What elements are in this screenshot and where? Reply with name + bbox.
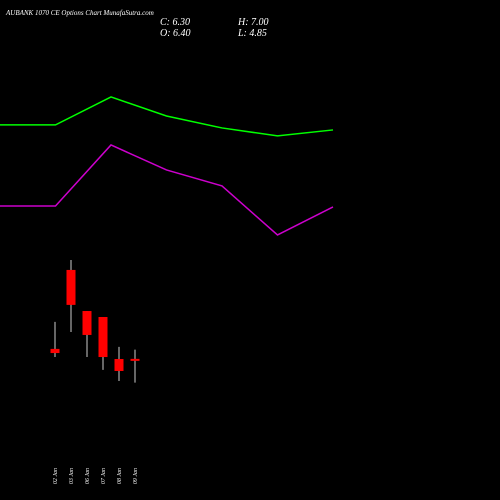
indicator-line	[0, 96, 334, 137]
info-low: L: 4.85	[237, 28, 267, 39]
candle-body	[130, 358, 140, 361]
info-high: H: 7.00	[237, 17, 269, 28]
candle-body	[82, 311, 92, 335]
x-tick-label: 08 Jan	[117, 468, 123, 484]
chart-title: AUBANK 1070 CE Options Chart MunafaSutra…	[5, 9, 154, 17]
candle-body	[98, 317, 108, 358]
candle-body	[114, 359, 124, 371]
info-open: O: 6.40	[160, 28, 191, 39]
x-tick-label: 09 Jan	[133, 468, 139, 484]
candle-body	[50, 348, 60, 354]
x-tick-label: 03 Jan	[69, 468, 75, 484]
info-close: C: 6.30	[160, 17, 190, 28]
x-tick-label: 07 Jan	[101, 468, 107, 484]
candle-body	[66, 269, 76, 305]
indicator-line	[0, 144, 334, 236]
x-tick-label: 02 Jan	[53, 468, 59, 484]
x-tick-label: 06 Jan	[85, 468, 91, 484]
